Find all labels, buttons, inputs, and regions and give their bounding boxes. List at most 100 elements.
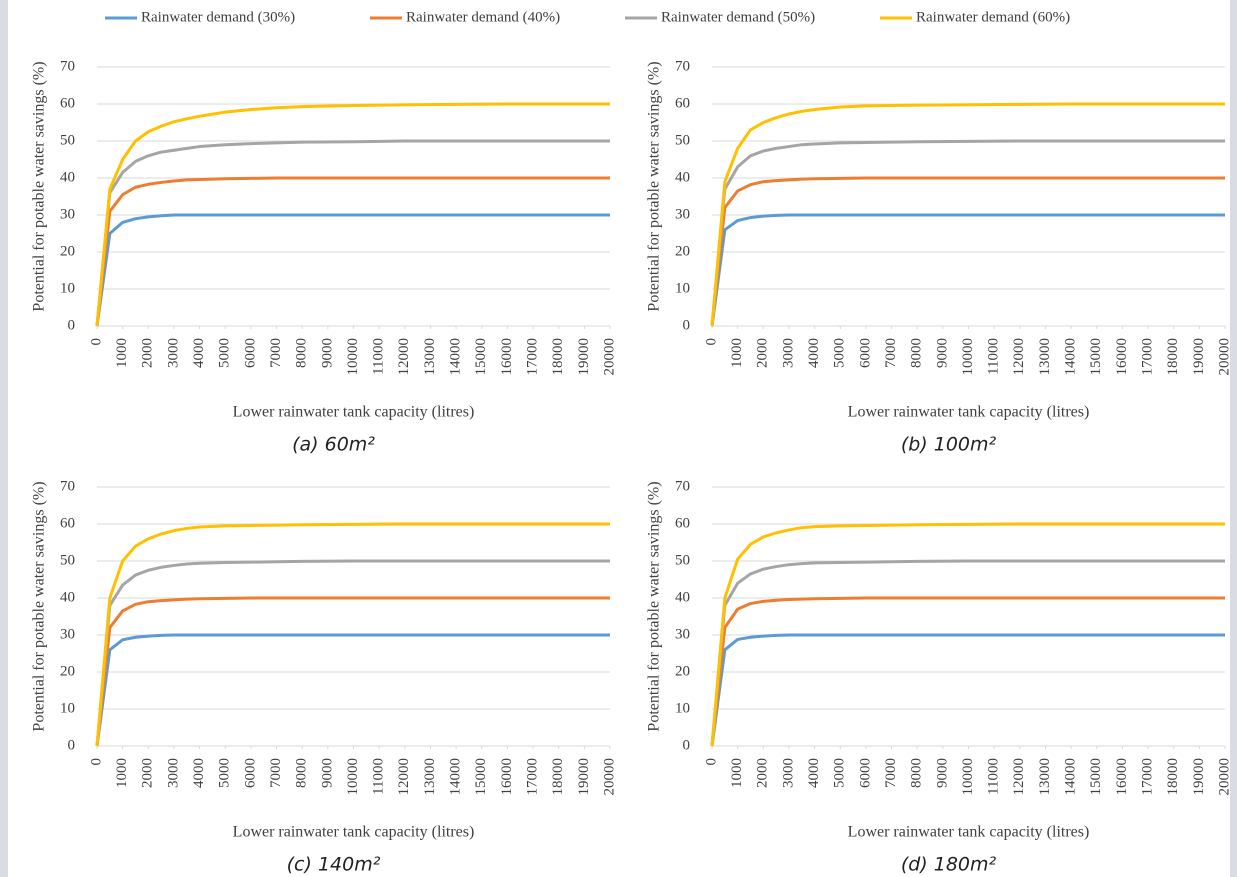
legend-label: Rainwater demand (60%): [916, 9, 1070, 25]
x-tick-label: 14000: [1063, 758, 1079, 796]
x-tick-label: 17000: [1139, 758, 1155, 796]
series-line: [95, 559, 610, 747]
y-tick-label: 0: [683, 317, 691, 333]
x-tick-label: 6000: [857, 758, 873, 788]
x-tick-label: 19000: [576, 758, 592, 796]
x-tick-label: 11000: [371, 758, 387, 795]
series-line: [95, 522, 610, 747]
x-tick-label: 2000: [140, 338, 156, 368]
y-tick-label: 50: [675, 132, 690, 148]
x-tick-label: 9000: [319, 338, 335, 368]
x-tick-label: 7000: [883, 758, 899, 788]
y-tick-label: 20: [675, 243, 690, 259]
x-tick-label: 20000: [601, 758, 617, 796]
x-tick-label: 3000: [165, 758, 181, 788]
x-tick-label: 12000: [1011, 338, 1027, 376]
y-axis-title: Potential for potable water savings (%): [31, 61, 48, 311]
y-tick-label: 40: [675, 589, 690, 605]
x-tick-label: 3000: [165, 338, 181, 368]
y-tick-label: 10: [675, 700, 690, 716]
series-line: [95, 633, 610, 747]
x-tick-label: 16000: [499, 758, 515, 796]
x-tick-label: 0: [703, 758, 719, 766]
series-line: [710, 213, 1225, 327]
x-tick-label: 2000: [755, 338, 771, 368]
x-tick-label: 7000: [268, 338, 284, 368]
x-tick-label: 19000: [1191, 758, 1207, 796]
x-tick-label: 3000: [780, 758, 796, 788]
x-tick-label: 0: [88, 758, 104, 766]
x-tick-label: 1000: [729, 758, 745, 788]
x-tick-label: 3000: [780, 338, 796, 368]
caption: (b) 100m²: [901, 434, 997, 456]
x-tick-label: 9000: [319, 758, 335, 788]
x-tick-label: 7000: [883, 338, 899, 368]
y-tick-label: 60: [60, 95, 75, 111]
y-tick-label: 70: [60, 478, 75, 494]
x-tick-label: 5000: [217, 338, 233, 368]
x-tick-label: 9000: [934, 338, 950, 368]
x-tick-label: 14000: [1063, 338, 1079, 376]
y-axis-title: Potential for potable water savings (%): [646, 61, 663, 311]
x-tick-label: 18000: [1165, 338, 1181, 376]
x-tick-label: 6000: [857, 338, 873, 368]
x-tick-label: 2000: [755, 758, 771, 788]
series-line: [710, 102, 1225, 327]
series-line: [710, 633, 1225, 747]
y-tick-label: 70: [675, 478, 690, 494]
series-line: [95, 596, 610, 747]
x-tick-label: 8000: [909, 758, 925, 788]
y-tick-label: 10: [60, 700, 75, 716]
x-tick-label: 11000: [986, 758, 1002, 795]
y-tick-label: 0: [683, 737, 691, 753]
x-tick-label: 18000: [1165, 758, 1181, 796]
y-tick-label: 40: [675, 169, 690, 185]
y-tick-label: 60: [675, 515, 690, 531]
x-tick-label: 13000: [422, 338, 438, 376]
x-tick-label: 10000: [345, 758, 361, 796]
x-tick-label: 10000: [960, 758, 976, 796]
legend-label: Rainwater demand (50%): [661, 9, 815, 25]
legend-label: Rainwater demand (30%): [141, 9, 295, 25]
y-tick-label: 20: [675, 663, 690, 679]
x-tick-label: 14000: [448, 338, 464, 376]
x-tick-label: 18000: [550, 758, 566, 796]
x-axis-title: Lower rainwater tank capacity (litres): [848, 824, 1090, 841]
x-axis-title: Lower rainwater tank capacity (litres): [233, 404, 475, 421]
x-tick-label: 19000: [576, 338, 592, 376]
x-tick-label: 8000: [294, 758, 310, 788]
x-tick-label: 5000: [832, 338, 848, 368]
x-tick-label: 7000: [268, 758, 284, 788]
x-tick-label: 2000: [140, 758, 156, 788]
y-tick-label: 30: [675, 626, 690, 642]
x-tick-label: 1000: [729, 338, 745, 368]
x-tick-label: 12000: [1011, 758, 1027, 796]
legend-label: Rainwater demand (40%): [406, 9, 560, 25]
y-tick-label: 10: [60, 280, 75, 296]
x-axis-title: Lower rainwater tank capacity (litres): [848, 404, 1090, 421]
y-tick-label: 0: [68, 317, 76, 333]
y-tick-label: 50: [60, 552, 75, 568]
x-tick-label: 16000: [1114, 758, 1130, 796]
y-tick-label: 30: [60, 626, 75, 642]
x-tick-label: 4000: [191, 338, 207, 368]
x-tick-label: 16000: [1114, 338, 1130, 376]
series-line: [710, 139, 1225, 327]
x-tick-label: 10000: [345, 338, 361, 376]
series-line: [95, 213, 610, 327]
x-tick-label: 8000: [909, 338, 925, 368]
y-tick-label: 40: [60, 589, 75, 605]
x-tick-label: 17000: [524, 338, 540, 376]
x-tick-label: 8000: [294, 338, 310, 368]
series-line: [710, 522, 1225, 747]
series-line: [95, 102, 610, 327]
x-tick-label: 18000: [550, 338, 566, 376]
x-tick-label: 17000: [1139, 338, 1155, 376]
y-tick-label: 30: [60, 206, 75, 222]
y-tick-label: 30: [675, 206, 690, 222]
series-line: [710, 176, 1225, 327]
x-tick-label: 16000: [499, 338, 515, 376]
x-tick-label: 13000: [1037, 758, 1053, 796]
